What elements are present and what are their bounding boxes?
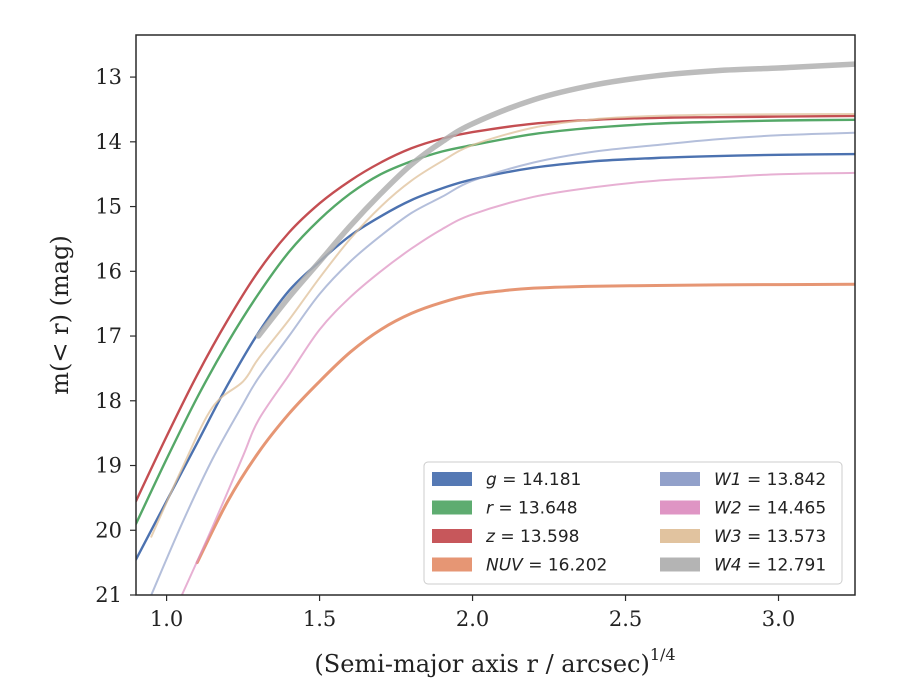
legend: g = 14.181 r = 13.648 z = 13.598 NUV = 16.2…: [423, 461, 843, 585]
y-tick-label: 21: [95, 583, 122, 607]
legend-label-w2: W2 = 14.465: [714, 499, 826, 519]
legend-box: [423, 461, 843, 585]
series-line-r: [136, 118, 855, 525]
legend-swatch-z: [432, 529, 472, 543]
legend-label-w1: W1 = 13.842: [714, 470, 826, 490]
x-tick-label: 1.0: [150, 607, 183, 631]
legend-label-w3: W3 = 13.573: [714, 527, 826, 547]
y-tick-label: 13: [95, 65, 122, 89]
legend-label-g: g = 14.181: [486, 470, 581, 490]
series-line-g: [136, 152, 855, 561]
legend-swatch-r: [432, 500, 472, 515]
series-line-w2: [180, 171, 855, 595]
series-line-w3: [150, 113, 855, 538]
legend-label-nuv: NUV = 16.202: [486, 556, 607, 576]
legend-swatch-w2: [660, 500, 700, 515]
x-tick-label: 1.5: [303, 607, 336, 631]
legend-label-z: z = 13.598: [485, 527, 579, 547]
y-axis-title: m(< r) (mag): [46, 235, 74, 394]
x-tick-label: 2.0: [456, 607, 489, 631]
series-line-z: [136, 114, 855, 503]
y-tick-label: 20: [95, 518, 122, 542]
y-tick-label: 17: [95, 324, 122, 348]
y-tick-label: 18: [95, 389, 122, 413]
x-tick-label: 2.5: [609, 607, 642, 631]
series-line-w4: [255, 61, 855, 339]
legend-label-w4: W4 = 12.791: [714, 556, 826, 576]
legend-swatch-nuv: [432, 557, 472, 572]
legend-swatch-g: [432, 472, 472, 486]
plot-frame: [135, 34, 856, 596]
x-tick-label: 3.0: [762, 607, 795, 631]
y-axis: 13 14 15 16 17 18 19 20 21: [95, 65, 136, 607]
y-tick-label: 14: [95, 130, 122, 154]
legend-swatch-w1: [660, 472, 700, 486]
legend-swatch-w4: [660, 557, 700, 572]
curve-layer: [136, 61, 855, 595]
x-axis-title: (Semi-major axis r / arcsec)1/4: [314, 645, 675, 678]
x-axis: 1.0 1.5 2.0 2.5 3.0: [150, 595, 795, 631]
y-tick-label: 19: [95, 454, 122, 478]
series-line-w1: [150, 131, 855, 595]
y-tick-label: 15: [95, 195, 122, 219]
legend-swatch-w3: [660, 529, 700, 543]
legend-label-r: r = 13.648: [486, 499, 578, 519]
y-tick-label: 16: [95, 259, 122, 283]
series-line-nuv: [195, 282, 855, 565]
